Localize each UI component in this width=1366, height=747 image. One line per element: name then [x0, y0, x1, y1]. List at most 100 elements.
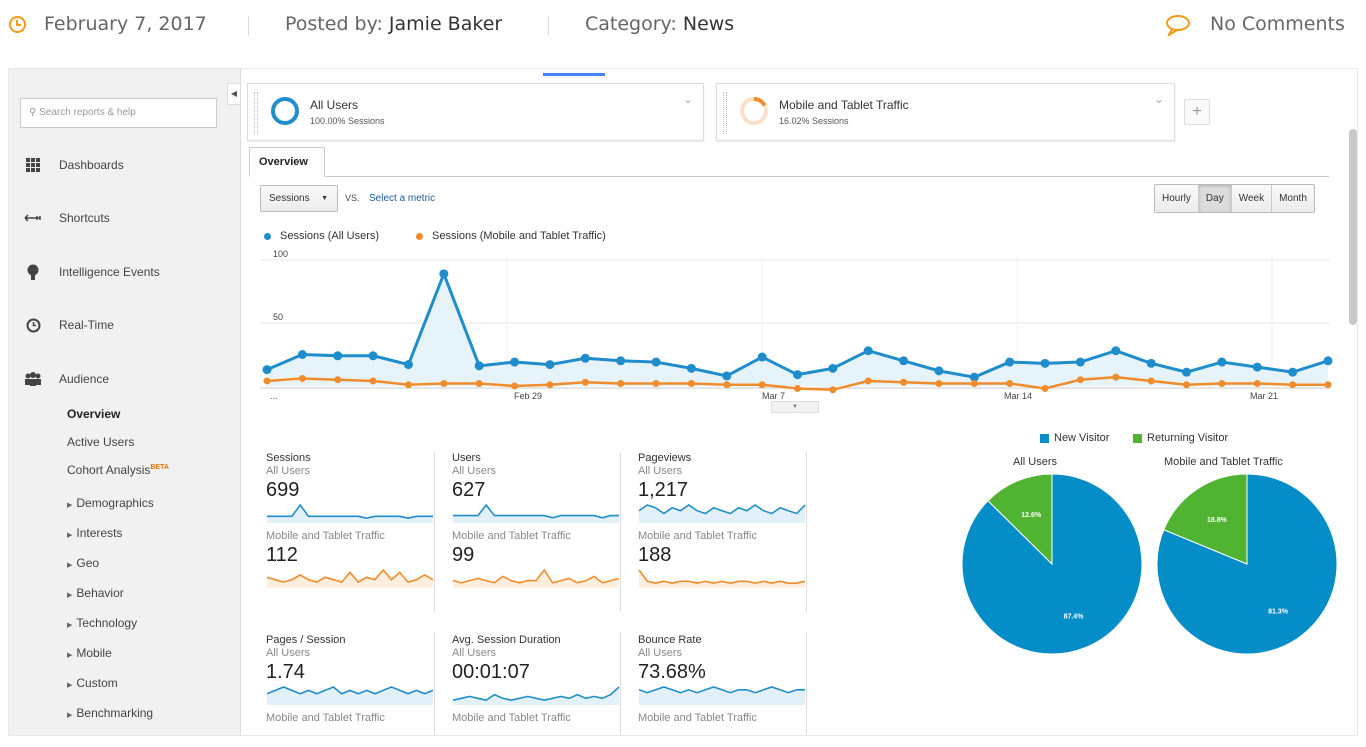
sidebar-subitem-geo[interactable]: ▶ Geo [67, 556, 99, 570]
data-point[interactable] [1040, 358, 1050, 368]
data-point[interactable] [1289, 381, 1297, 389]
data-point[interactable] [546, 381, 554, 389]
data-point[interactable] [474, 361, 484, 371]
sidebar-subitem-demographics[interactable]: ▶ Demographics [67, 496, 154, 510]
data-point[interactable] [263, 377, 271, 385]
data-point[interactable] [1041, 385, 1049, 393]
scrollbar[interactable] [1349, 129, 1357, 325]
sidebar-subitem-cohort-analysis[interactable]: Cohort AnalysisBETA [67, 463, 169, 477]
data-point[interactable] [1075, 357, 1085, 367]
data-point[interactable] [934, 366, 944, 376]
data-point[interactable] [1182, 367, 1192, 377]
post-category[interactable]: News [682, 13, 735, 35]
data-point[interactable] [687, 379, 695, 387]
data-point[interactable] [758, 381, 766, 389]
chevron-down-icon[interactable]: ▼ [771, 401, 819, 413]
sidebar-item-dashboards[interactable]: Dashboards [23, 154, 124, 176]
search-input[interactable]: ⚲ Search reports & help [20, 98, 217, 128]
metric-select[interactable]: Sessions ▼ [260, 185, 338, 212]
data-point[interactable] [794, 385, 801, 393]
data-point[interactable] [1323, 356, 1333, 366]
data-point[interactable] [403, 360, 413, 370]
sidebar-item-shortcuts[interactable]: Shortcuts [23, 207, 110, 229]
data-point[interactable] [510, 357, 520, 367]
sidebar-subitem-behavior[interactable]: ▶ Behavior [67, 586, 124, 600]
data-point[interactable] [899, 356, 909, 366]
sidebar-subitem-benchmarking[interactable]: ▶ Benchmarking [67, 706, 153, 720]
data-point[interactable] [1218, 379, 1226, 387]
month-button[interactable]: Month [1272, 185, 1314, 212]
data-point[interactable] [793, 370, 802, 380]
data-point[interactable] [616, 356, 626, 366]
data-point[interactable] [1111, 346, 1121, 356]
sidebar-subitem-interests[interactable]: ▶ Interests [67, 526, 122, 540]
data-point[interactable] [262, 365, 272, 375]
data-point[interactable] [1006, 379, 1014, 387]
data-point[interactable] [1183, 381, 1191, 389]
segment-mobile-tablet[interactable]: Mobile and Tablet Traffic 16.02% Session… [716, 83, 1175, 141]
data-point[interactable] [935, 379, 943, 387]
data-point[interactable] [297, 350, 307, 359]
data-point[interactable] [1005, 357, 1015, 367]
segment-all-users[interactable]: All Users 100.00% Sessions ⌄ [247, 83, 704, 141]
data-point[interactable] [1217, 357, 1227, 367]
data-point[interactable] [581, 378, 589, 386]
collapse-sidebar-button[interactable]: ◀ [227, 83, 241, 105]
add-segment-button[interactable]: + [1184, 99, 1210, 125]
data-point[interactable] [1146, 358, 1156, 368]
chevron-down-icon[interactable]: ⌄ [1153, 92, 1164, 106]
data-point[interactable] [298, 374, 306, 382]
data-point[interactable] [864, 377, 872, 385]
data-point[interactable] [1252, 362, 1262, 372]
data-point[interactable] [757, 352, 767, 362]
sidebar-subitem-mobile[interactable]: ▶ Mobile [67, 646, 112, 660]
data-point[interactable] [970, 379, 978, 387]
sidebar-item-audience[interactable]: Audience [23, 368, 109, 390]
data-point[interactable] [545, 360, 555, 370]
pie-slice[interactable] [1163, 473, 1248, 565]
hourly-button[interactable]: Hourly [1155, 185, 1199, 212]
data-point[interactable] [829, 386, 837, 394]
sidebar-subitem-active-users[interactable]: Active Users [67, 435, 135, 449]
drag-handle[interactable] [723, 92, 727, 134]
data-point[interactable] [828, 363, 838, 373]
data-point[interactable] [900, 378, 908, 386]
data-point[interactable] [440, 379, 448, 387]
metric-cell[interactable]: Sessions All Users 699 Mobile and Tablet Tr… [266, 452, 452, 589]
sidebar-subitem-technology[interactable]: ▶ Technology [67, 616, 137, 630]
chevron-down-icon[interactable]: ⌄ [682, 92, 693, 106]
data-point[interactable] [511, 382, 519, 390]
sidebar-subitem-overview[interactable]: Overview [67, 407, 121, 421]
data-point[interactable] [334, 376, 342, 384]
drag-handle[interactable] [254, 92, 258, 134]
data-point[interactable] [333, 351, 343, 361]
data-point[interactable] [439, 269, 449, 279]
data-point[interactable] [686, 363, 696, 373]
data-point[interactable] [1076, 376, 1084, 384]
comments-link[interactable]: No Comments [1210, 13, 1345, 35]
select-metric-link[interactable]: Select a metric [369, 193, 436, 204]
day-button[interactable]: Day [1198, 185, 1232, 212]
data-point[interactable] [369, 377, 377, 385]
data-point[interactable] [652, 379, 660, 387]
data-point[interactable] [580, 353, 590, 363]
data-point[interactable] [1253, 379, 1261, 387]
week-button[interactable]: Week [1231, 185, 1273, 212]
legend-all-users[interactable]: Sessions (All Users) [264, 230, 379, 242]
data-point[interactable] [617, 379, 625, 387]
data-point[interactable] [969, 372, 979, 382]
post-author[interactable]: Jamie Baker [388, 13, 503, 35]
pie-slice[interactable] [987, 473, 1053, 566]
data-point[interactable] [475, 379, 483, 387]
metric-cell[interactable]: Bounce Rate All Users 73.68% Mobile and Tab… [638, 634, 824, 724]
data-point[interactable] [723, 381, 731, 389]
data-point[interactable] [1147, 377, 1155, 385]
metric-cell[interactable]: Users All Users 627 Mobile and Tablet Traff… [452, 452, 638, 589]
metric-cell[interactable]: Pages / Session All Users 1.74 Mobile and T… [266, 634, 452, 724]
data-point[interactable] [722, 371, 732, 381]
data-point[interactable] [651, 357, 661, 367]
tab-overview[interactable]: Overview [249, 147, 325, 177]
data-point[interactable] [1288, 367, 1298, 377]
sidebar-item-intelligence-events[interactable]: Intelligence Events [23, 261, 160, 283]
data-point[interactable] [1112, 373, 1120, 381]
